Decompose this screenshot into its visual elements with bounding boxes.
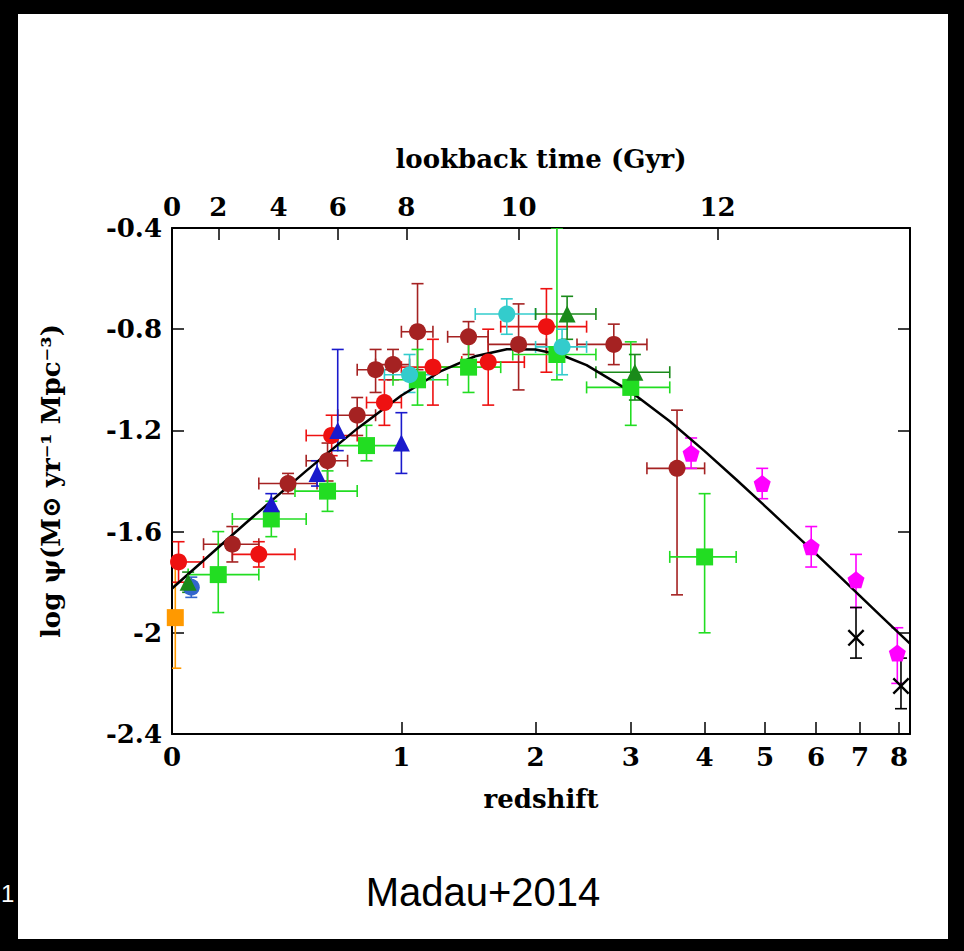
svg-text:-0.8: -0.8 — [106, 314, 162, 344]
svg-text:redshift: redshift — [483, 784, 598, 814]
svg-text:1: 1 — [392, 742, 410, 772]
svg-text:-1.2: -1.2 — [106, 415, 162, 445]
svg-text:-2: -2 — [133, 618, 162, 648]
svg-text:10: 10 — [501, 192, 537, 222]
svg-text:4: 4 — [696, 742, 714, 772]
svg-text:0: 0 — [163, 742, 181, 772]
svg-text:2: 2 — [527, 742, 545, 772]
html-text:Madau+2014: Madau+2014 — [365, 870, 601, 914]
html-text:1: 1 — [1, 880, 15, 907]
svg-text:6: 6 — [807, 742, 825, 772]
svg-text:8: 8 — [397, 192, 415, 222]
svg-text:12: 12 — [700, 192, 736, 222]
svg-text:-1.6: -1.6 — [106, 517, 162, 547]
svg-text:3: 3 — [622, 742, 640, 772]
svg-text:-2.4: -2.4 — [106, 719, 162, 749]
svg-text:5: 5 — [756, 742, 774, 772]
svg-text:4: 4 — [270, 192, 288, 222]
svg-text:log ψ(M⊙ yr⁻¹ Mpc⁻³): log ψ(M⊙ yr⁻¹ Mpc⁻³) — [36, 324, 66, 638]
svg-text:lookback time (Gyr): lookback time (Gyr) — [395, 144, 686, 174]
svg-text:2: 2 — [209, 192, 227, 222]
svg-text:-0.4: -0.4 — [106, 213, 162, 243]
svg-text:7: 7 — [851, 742, 869, 772]
svg-text:0: 0 — [163, 192, 181, 222]
svg-text:6: 6 — [329, 192, 347, 222]
svg-text:8: 8 — [890, 742, 908, 772]
